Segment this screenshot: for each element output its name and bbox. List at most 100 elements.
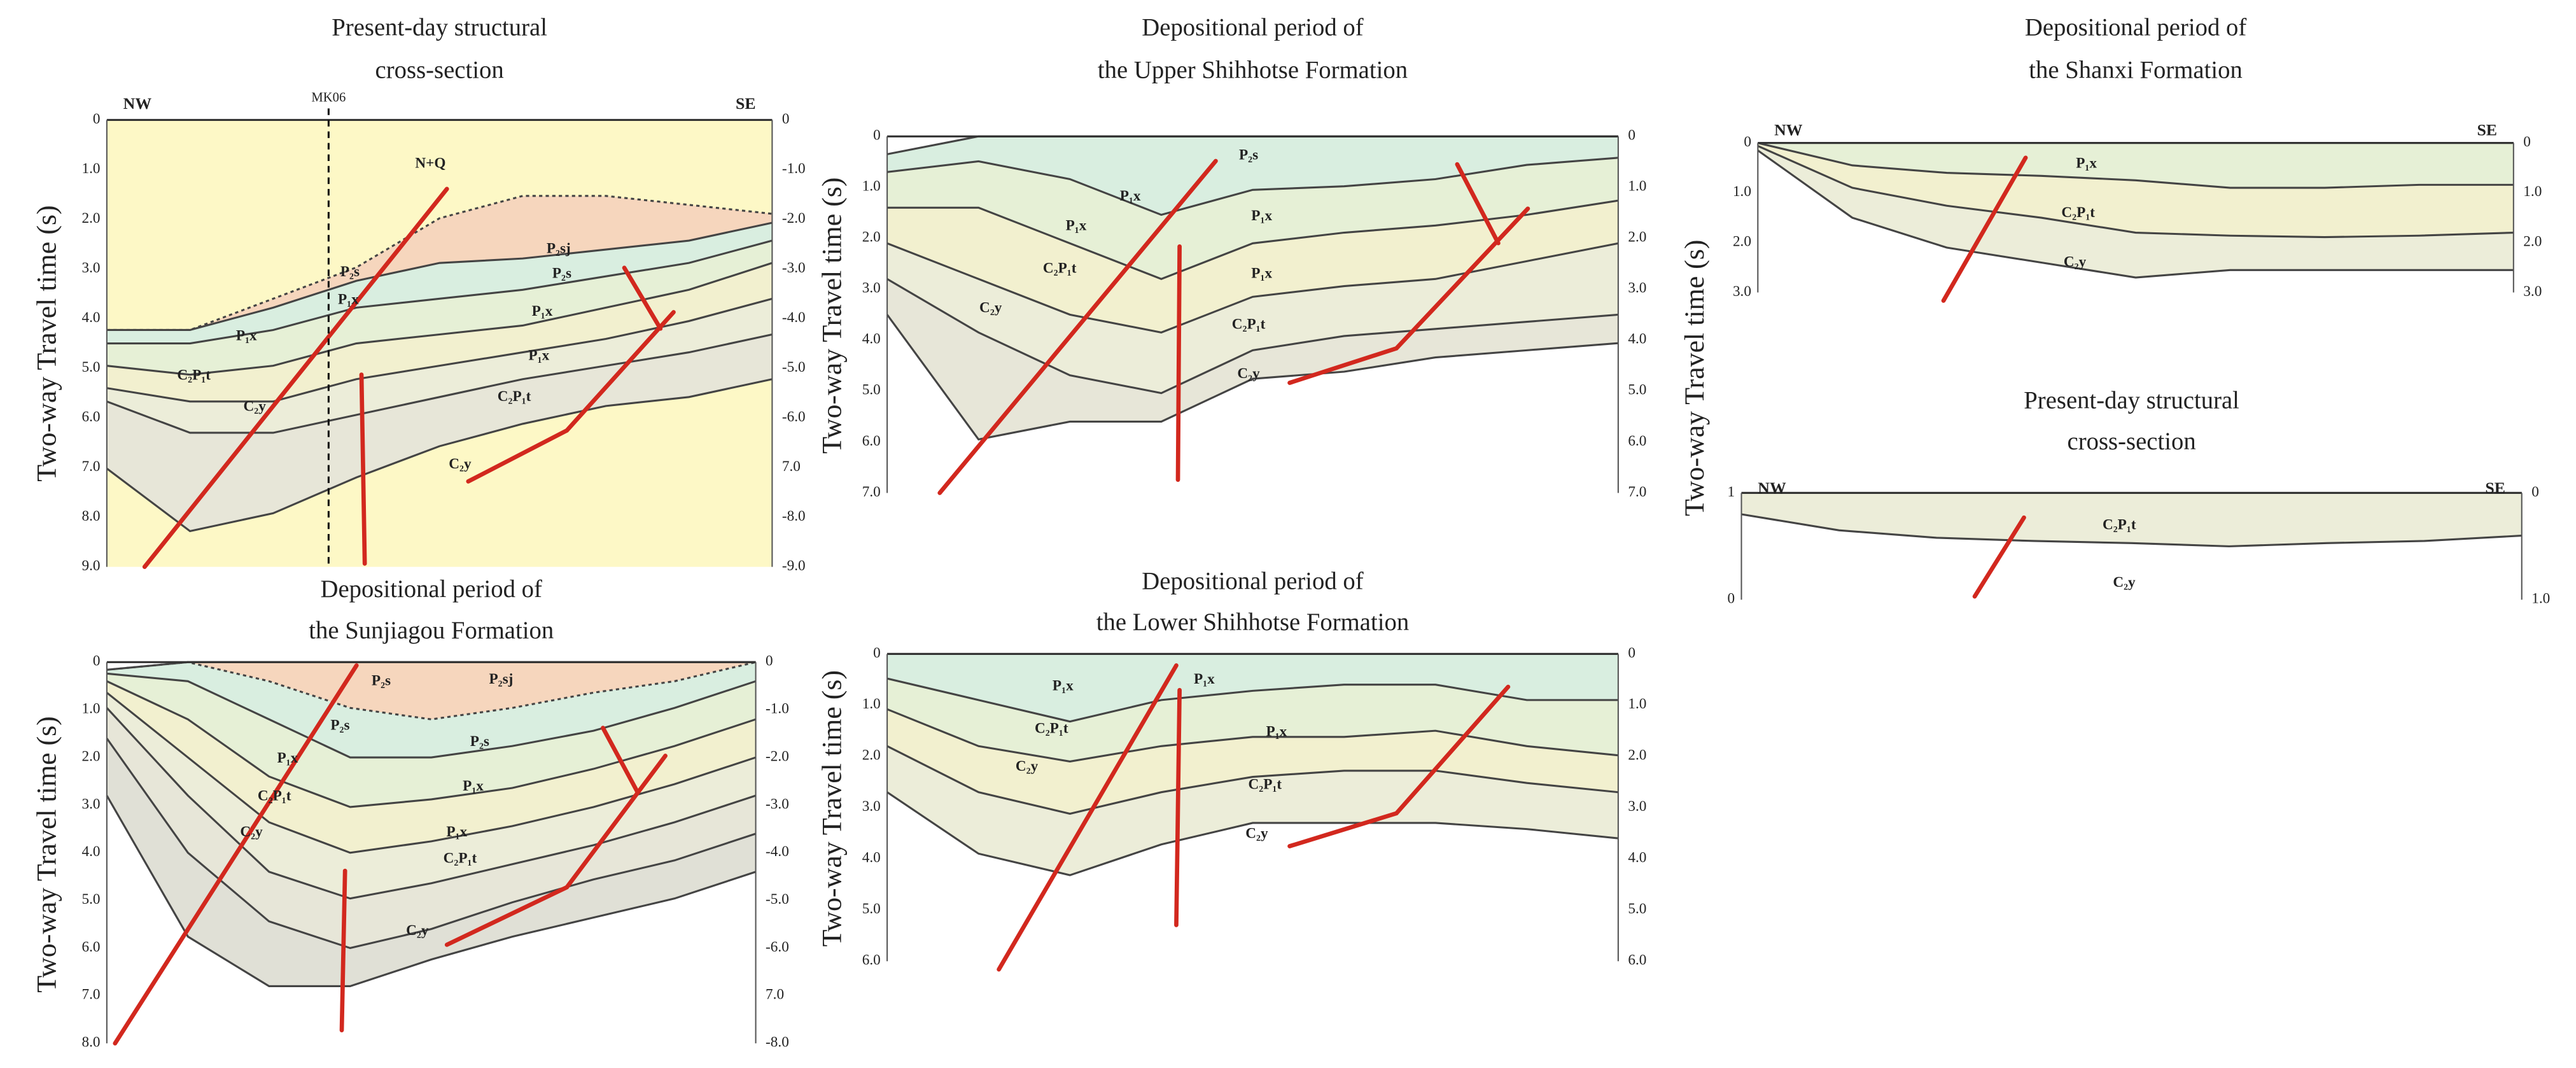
horizon xyxy=(886,708,1619,762)
horizon xyxy=(1741,513,2522,547)
panel-title: the Lower Shihhotse Formation xyxy=(1096,608,1409,636)
stratum xyxy=(106,673,756,807)
tick-label: 3.0 xyxy=(1733,283,1751,300)
panel-title: Present-day structural xyxy=(2024,386,2239,414)
formation-label: C₂P₁t xyxy=(444,850,477,866)
fault xyxy=(444,754,668,947)
horizon xyxy=(106,738,757,950)
tick-label: 5.0 xyxy=(1628,382,1646,398)
tick-label: 5.0 xyxy=(82,359,101,376)
direction: SE xyxy=(2485,479,2505,497)
tick-label: -9.0 xyxy=(782,558,806,574)
formation-label: C₂P₁t xyxy=(177,367,211,384)
formation-label: P₁x xyxy=(338,292,359,308)
formation-label: C₂y xyxy=(244,398,267,415)
formation-label: P₁x xyxy=(1251,265,1272,281)
fault xyxy=(339,868,347,1032)
panel-title: Depositional period of xyxy=(2025,13,2246,41)
tick-label: 2.0 xyxy=(82,748,101,764)
formation-label: C₂y xyxy=(979,300,1002,316)
stratum xyxy=(106,222,773,344)
horizon xyxy=(106,795,757,987)
tick-label: 2.0 xyxy=(1628,229,1646,246)
tick-label: 6.0 xyxy=(1628,433,1646,449)
formation-label: P₂s xyxy=(470,733,489,750)
formation-label: C₂P₁t xyxy=(1232,316,1266,332)
fault xyxy=(622,265,663,331)
stratum xyxy=(887,709,1618,814)
formation-label: P₁x xyxy=(2076,155,2097,171)
tick-label: 6.0 xyxy=(1628,952,1646,969)
tick-label: 3.0 xyxy=(82,796,101,812)
tick-label: 0 xyxy=(873,645,881,661)
direction: NW xyxy=(123,94,152,113)
formation-label: C₂P₁t xyxy=(258,787,291,804)
horizon xyxy=(1757,142,2514,189)
stratum xyxy=(1758,143,2514,188)
horizon xyxy=(886,242,1619,334)
formation-label: C₂y xyxy=(406,922,429,939)
horizon xyxy=(106,195,773,332)
formation-label: C₂y xyxy=(240,824,263,840)
formation-label: P₁x xyxy=(277,750,298,766)
formation-label: C₂P₁t xyxy=(1035,720,1068,737)
stratum xyxy=(1758,146,2514,278)
formation-label: P₁x xyxy=(236,328,257,344)
panel-title: cross-section xyxy=(375,56,504,83)
formation-label: P₂s xyxy=(552,265,571,281)
stratum xyxy=(106,263,773,402)
tick-label: 1.0 xyxy=(2531,591,2550,607)
tick-label: -8.0 xyxy=(782,508,806,524)
tick-label: 7.0 xyxy=(766,987,784,1003)
formation-label: P₁x xyxy=(1066,218,1087,234)
horizon xyxy=(1757,144,2514,239)
formation-label: C₂P₁t xyxy=(1043,260,1077,277)
tick-label: 4.0 xyxy=(82,843,101,860)
tick-label: 7.0 xyxy=(862,484,881,500)
tick-label: 6.0 xyxy=(862,952,881,969)
direction: NW xyxy=(1774,120,1803,139)
fault xyxy=(1941,155,2028,303)
stratum xyxy=(106,241,773,375)
horizon xyxy=(106,221,773,332)
horizon xyxy=(106,378,773,533)
tick-label: 3.0 xyxy=(82,260,101,276)
panel: Present-day structural cross-section 1 0 0 1.… xyxy=(1728,386,2551,607)
tick-label: 4.0 xyxy=(862,850,881,866)
tick-label: 8.0 xyxy=(82,1034,101,1051)
horizon xyxy=(106,333,773,434)
panel-title: Depositional period of xyxy=(1142,567,1363,594)
stratum xyxy=(887,136,1618,215)
stratum xyxy=(1758,143,2514,237)
tick-label: 0 xyxy=(93,111,101,127)
horizon xyxy=(887,199,1619,281)
tick-label: 3.0 xyxy=(1628,280,1646,297)
tick-label: 7.0 xyxy=(1628,484,1646,500)
tick-label: 7.0 xyxy=(82,987,101,1003)
stratum xyxy=(887,678,1618,762)
stratum xyxy=(106,692,756,899)
horizon xyxy=(106,692,757,854)
stratum xyxy=(106,662,756,758)
panel-title: Depositional period of xyxy=(321,575,542,603)
tick-label: 2.0 xyxy=(862,747,881,764)
tick-label: -6.0 xyxy=(782,409,806,425)
tick-label: -4.0 xyxy=(766,843,789,860)
formation-label: P₁x xyxy=(532,303,553,320)
panel: Depositional period of the Upper Shihhots… xyxy=(817,13,1647,500)
stratum xyxy=(887,654,1618,722)
y-axis-label: Two-way Travel time (s) xyxy=(817,177,848,453)
tick-label: 0 xyxy=(1628,645,1635,661)
horizon xyxy=(886,157,1619,216)
fault xyxy=(1287,684,1511,848)
horizon xyxy=(886,314,1619,441)
tick-label: 5.0 xyxy=(82,891,101,908)
tick-label: -5.0 xyxy=(782,359,806,376)
fault xyxy=(1175,244,1182,482)
tick-label: 1.0 xyxy=(1628,178,1646,195)
y-axis-label: Two-way Travel time (s) xyxy=(32,205,62,481)
tick-label: 5.0 xyxy=(862,901,881,917)
tick-label: 0 xyxy=(766,653,773,670)
